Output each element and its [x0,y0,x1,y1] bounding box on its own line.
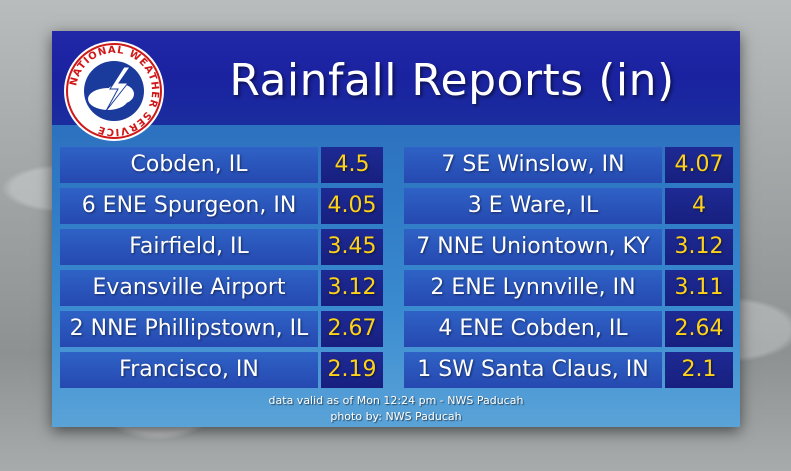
report-value: 4.5 [321,147,383,183]
report-location: Cobden, IL [60,147,318,183]
report-location: 1 SW Santa Claus, IN [404,352,662,388]
report-value: 2.19 [321,352,383,388]
report-value: 2.64 [665,311,733,347]
page-title: Rainfall Reports (in) [229,55,675,106]
report-value: 3.11 [665,270,733,306]
rainfall-panel: NATIONAL WEATHER SERVICE Rainfall Report… [52,31,740,427]
report-location: 7 SE Winslow, IN [404,147,662,183]
report-location: 2 ENE Lynnville, IN [404,270,662,306]
report-value: 4.05 [321,188,383,224]
report-location: Fairfield, IL [60,229,318,265]
report-value: 3.12 [321,270,383,306]
report-value: 4 [665,188,733,224]
report-location: Evansville Airport [60,270,318,306]
photo-credit: photo by: NWS Paducah [330,410,462,423]
data-valid-note: data valid as of Mon 12:24 pm - NWS Padu… [268,394,524,407]
report-location: 7 NNE Uniontown, KY [404,229,662,265]
report-location: 4 ENE Cobden, IL [404,311,662,347]
header-bar [52,31,740,125]
report-location: Francisco, IN [60,352,318,388]
report-location: 2 NNE Phillipstown, IL [60,311,318,347]
report-value: 2.67 [321,311,383,347]
nws-logo-icon: NATIONAL WEATHER SERVICE [64,41,164,141]
report-value: 3.45 [321,229,383,265]
report-value: 4.07 [665,147,733,183]
footer-credits: data valid as of Mon 12:24 pm - NWS Padu… [52,393,740,425]
report-value: 3.12 [665,229,733,265]
report-location: 3 E Ware, IL [404,188,662,224]
report-value: 2.1 [665,352,733,388]
report-location: 6 ENE Spurgeon, IN [60,188,318,224]
